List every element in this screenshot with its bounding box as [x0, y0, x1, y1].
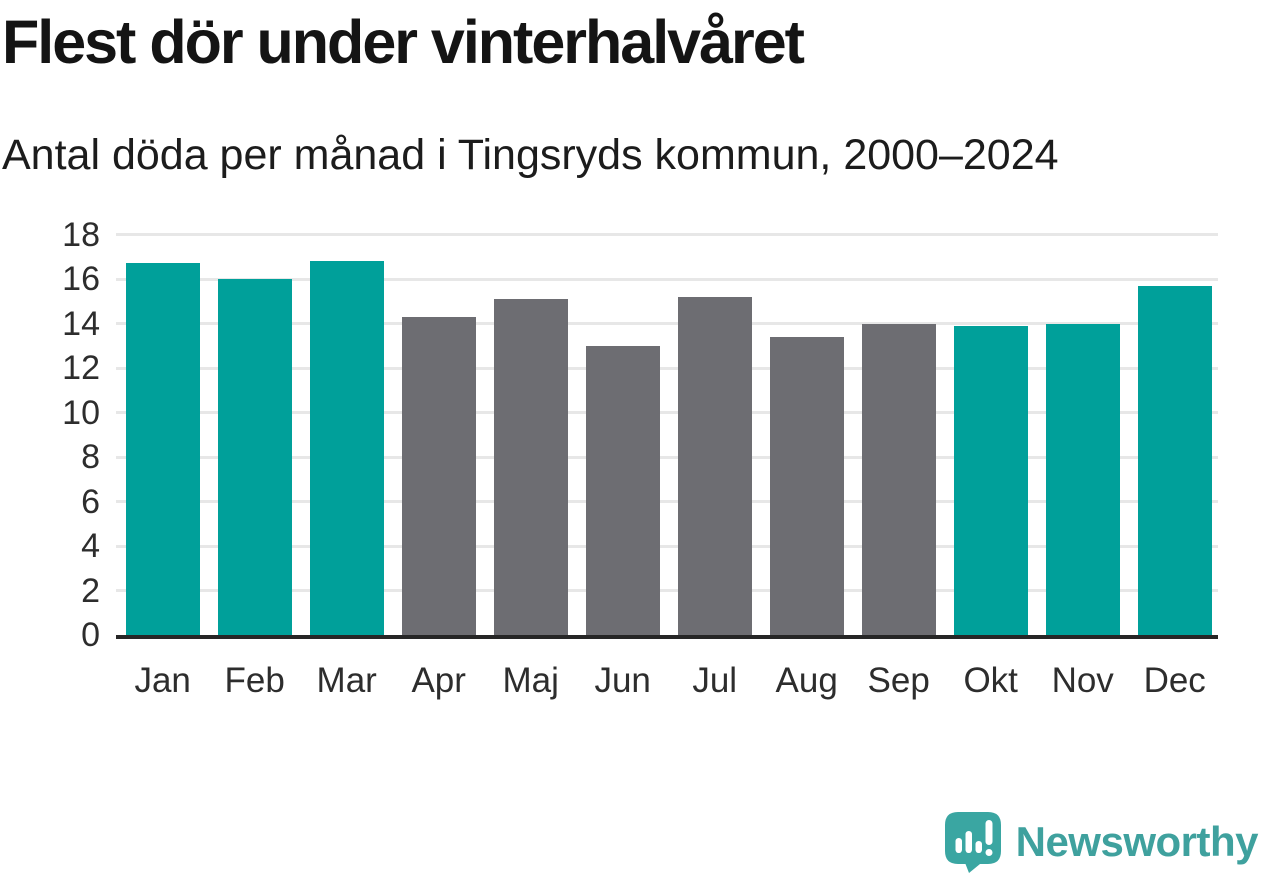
bar-okt [953, 325, 1028, 635]
y-tick-label-18: 18 [62, 215, 100, 254]
x-tick-label-okt: Okt [963, 661, 1018, 700]
gridline-12 [116, 366, 1218, 370]
gridline-14 [116, 322, 1218, 325]
bar-maj [493, 299, 568, 635]
x-axis-line [116, 635, 1218, 639]
y-tick-label-8: 8 [81, 438, 100, 476]
gridline-10 [116, 411, 1218, 414]
chart-subtitle: Antal döda per månad i Tingsryds kommun,… [2, 131, 1059, 179]
newsworthy-logo-text: Newsworthy [1015, 818, 1259, 865]
bar-jul [677, 296, 752, 635]
y-tick-label-16: 16 [62, 260, 100, 298]
newsworthy-logo: Newsworthy [944, 811, 1259, 873]
x-tick-label-maj: Maj [502, 661, 559, 700]
y-tick-label-2: 2 [81, 571, 100, 610]
x-tick-label-mar: Mar [316, 661, 377, 700]
x-tick-label-sep: Sep [867, 661, 930, 700]
bar-nov [1045, 323, 1120, 635]
x-tick-label-jul: Jul [692, 661, 738, 700]
y-tick-label-10: 10 [62, 393, 100, 432]
bar-aug [769, 336, 844, 635]
y-tick-label-12: 12 [62, 349, 100, 387]
y-tick-label-4: 4 [81, 527, 100, 565]
x-tick-label-jun: Jun [594, 661, 651, 700]
y-tick-label-0: 0 [81, 616, 100, 654]
bar-sep [861, 323, 936, 635]
y-tick-label-6: 6 [81, 482, 100, 521]
x-tick-label-apr: Apr [411, 661, 466, 700]
bar-feb [217, 279, 292, 635]
bar-apr [401, 316, 476, 635]
bar-dec [1137, 285, 1212, 635]
x-tick-label-feb: Feb [224, 661, 285, 700]
bar-mar [309, 261, 384, 635]
y-tick-label-14: 14 [62, 304, 100, 343]
x-tick-label-dec: Dec [1143, 661, 1206, 700]
bar-jun [585, 345, 660, 636]
gridline-8 [116, 455, 1218, 459]
gridline-6 [116, 500, 1218, 503]
chart-title: Flest dör under vinterhalvåret [2, 8, 805, 76]
gridline-4 [116, 544, 1218, 548]
gridline-16 [116, 277, 1218, 281]
bar-jan [125, 263, 200, 635]
x-tick-label-jan: Jan [134, 661, 191, 700]
newsworthy-logo-icon [944, 812, 1001, 873]
x-tick-label-nov: Nov [1051, 661, 1114, 700]
gridline-2 [116, 589, 1218, 592]
gridline-18 [116, 233, 1218, 236]
x-tick-label-aug: Aug [775, 661, 838, 700]
